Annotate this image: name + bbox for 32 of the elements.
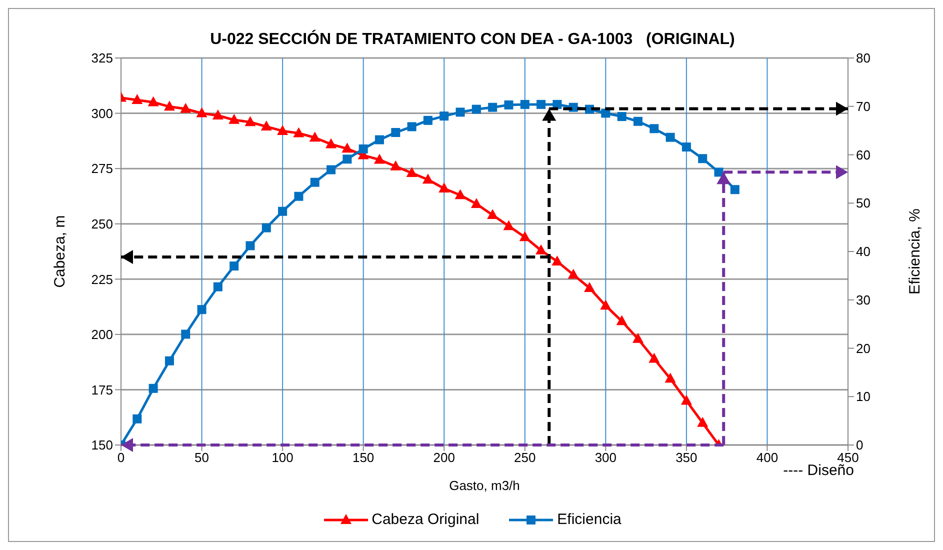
y2-tick-label: 10 xyxy=(856,389,870,404)
x-tick-label: 400 xyxy=(756,450,778,466)
y2-tick-label: 30 xyxy=(856,292,870,308)
legend-label: Cabeza Original xyxy=(372,511,480,528)
y2-tick-label: 50 xyxy=(856,196,870,211)
y-tick-label: 225 xyxy=(91,272,113,287)
x-tick-label: 300 xyxy=(594,450,617,466)
y-tick-label: 200 xyxy=(91,327,113,342)
y2-axis-title: Eficiencia, % xyxy=(906,208,924,294)
y-tick-label: 325 xyxy=(91,50,113,66)
legend-label: Eficiencia xyxy=(557,511,622,528)
x-tick-label: 100 xyxy=(272,450,294,466)
x-tick-label: 250 xyxy=(514,450,536,466)
y2-tick-label: 80 xyxy=(856,50,870,66)
x-tick-label: 350 xyxy=(676,450,698,466)
y-tick-label: 300 xyxy=(91,106,113,121)
y2-tick-label: 40 xyxy=(856,244,870,260)
y-axis-title: Cabeza, m xyxy=(51,215,68,288)
y2-tick-label: 0 xyxy=(856,438,864,453)
y2-tick-label: 20 xyxy=(856,340,870,356)
x-tick-label: 150 xyxy=(352,450,374,466)
y-tick-label: 150 xyxy=(91,438,113,453)
y-tick-label: 250 xyxy=(91,216,113,232)
x-tick-label: 0 xyxy=(117,450,125,466)
y2-tick-label: 60 xyxy=(856,147,870,162)
y-tick-label: 275 xyxy=(91,161,113,176)
x-axis-title: Gasto, m3/h xyxy=(449,478,520,494)
y2-tick-label: 70 xyxy=(856,98,870,114)
y-tick-label: 175 xyxy=(91,382,113,398)
chart-title: U-022 SECCIÓN DE TRATAMIENTO CON DEA - GA-1003 (ORIGINAL) xyxy=(209,31,736,49)
x-tick-label: 50 xyxy=(194,450,210,466)
x-tick-label: 200 xyxy=(433,450,455,466)
